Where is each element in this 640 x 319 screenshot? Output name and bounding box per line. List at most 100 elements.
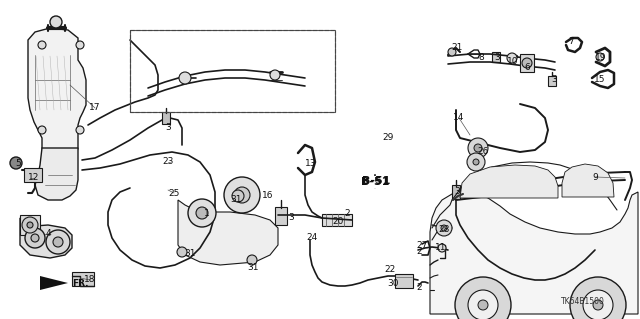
Circle shape <box>467 153 485 171</box>
Circle shape <box>438 244 446 252</box>
Bar <box>322 214 352 226</box>
Text: 28: 28 <box>438 226 450 234</box>
Text: 7: 7 <box>568 38 574 47</box>
Text: 6: 6 <box>524 63 530 72</box>
Polygon shape <box>460 165 558 198</box>
Text: 25: 25 <box>168 189 180 197</box>
Polygon shape <box>35 148 78 200</box>
Text: 2: 2 <box>344 210 350 219</box>
Circle shape <box>53 237 63 247</box>
Bar <box>130 30 335 112</box>
Circle shape <box>507 53 517 63</box>
Polygon shape <box>562 164 614 197</box>
Circle shape <box>31 234 39 242</box>
Circle shape <box>179 72 191 84</box>
Circle shape <box>468 138 488 158</box>
Text: 3: 3 <box>288 212 294 221</box>
Text: 21: 21 <box>451 43 463 53</box>
Text: 17: 17 <box>89 103 100 113</box>
Text: 31: 31 <box>184 249 196 258</box>
Text: 22: 22 <box>385 264 396 273</box>
Circle shape <box>441 225 447 231</box>
Polygon shape <box>20 218 72 258</box>
Circle shape <box>570 277 626 319</box>
Text: B-51: B-51 <box>361 177 389 187</box>
Circle shape <box>22 217 38 233</box>
Circle shape <box>10 157 22 169</box>
Text: 19: 19 <box>595 54 607 63</box>
Circle shape <box>593 300 603 310</box>
Bar <box>130 30 335 112</box>
Text: 3: 3 <box>494 53 500 62</box>
Text: 13: 13 <box>305 159 317 167</box>
Circle shape <box>25 228 45 248</box>
Circle shape <box>455 277 511 319</box>
Polygon shape <box>40 276 68 290</box>
Text: 24: 24 <box>307 233 317 241</box>
Bar <box>20 215 40 235</box>
Circle shape <box>270 70 280 80</box>
Text: 20: 20 <box>332 218 344 226</box>
Circle shape <box>50 16 62 28</box>
Bar <box>24 168 42 182</box>
Circle shape <box>596 53 604 61</box>
Text: B-51: B-51 <box>362 176 390 186</box>
Text: 4: 4 <box>45 229 51 239</box>
Text: 27: 27 <box>416 241 428 249</box>
Text: 31: 31 <box>230 196 242 204</box>
Bar <box>492 52 500 62</box>
Text: 11: 11 <box>435 243 447 253</box>
Text: 18: 18 <box>84 276 96 285</box>
Circle shape <box>473 159 479 165</box>
Circle shape <box>177 247 187 257</box>
Circle shape <box>474 144 482 152</box>
Polygon shape <box>28 28 86 162</box>
Circle shape <box>436 220 452 236</box>
Text: 2: 2 <box>416 247 422 256</box>
Circle shape <box>583 290 613 319</box>
Text: 8: 8 <box>478 54 484 63</box>
Text: 3: 3 <box>165 123 171 132</box>
Polygon shape <box>430 192 638 314</box>
Circle shape <box>232 190 244 202</box>
Bar <box>395 274 413 288</box>
Text: 3: 3 <box>551 76 557 85</box>
Text: 1: 1 <box>204 209 210 218</box>
Circle shape <box>38 126 46 134</box>
Text: 5: 5 <box>15 159 21 167</box>
Circle shape <box>468 290 498 319</box>
Text: 15: 15 <box>595 76 605 85</box>
Text: 2: 2 <box>416 284 422 293</box>
Text: 29: 29 <box>382 133 394 143</box>
Bar <box>548 76 556 86</box>
Circle shape <box>46 230 70 254</box>
Bar <box>162 112 170 124</box>
Text: 9: 9 <box>592 173 598 182</box>
Circle shape <box>478 300 488 310</box>
Circle shape <box>38 41 46 49</box>
Text: 26: 26 <box>477 147 489 157</box>
Text: FR.: FR. <box>72 279 88 288</box>
Bar <box>275 207 287 225</box>
Circle shape <box>448 48 456 56</box>
Text: TK64B1500: TK64B1500 <box>561 296 605 306</box>
Text: 10: 10 <box>508 56 519 65</box>
Circle shape <box>76 41 84 49</box>
Text: 23: 23 <box>163 158 173 167</box>
Text: 14: 14 <box>453 114 465 122</box>
Circle shape <box>224 177 260 213</box>
Circle shape <box>196 207 208 219</box>
Bar <box>72 272 94 286</box>
Text: 31: 31 <box>247 263 259 272</box>
Bar <box>520 54 534 72</box>
Circle shape <box>247 255 257 265</box>
Bar <box>452 185 460 199</box>
Text: 3: 3 <box>454 188 460 197</box>
Polygon shape <box>178 200 278 265</box>
Circle shape <box>188 199 216 227</box>
Text: 12: 12 <box>28 174 40 182</box>
Circle shape <box>234 187 250 203</box>
Text: 16: 16 <box>262 191 274 201</box>
Circle shape <box>76 126 84 134</box>
Circle shape <box>522 58 532 68</box>
